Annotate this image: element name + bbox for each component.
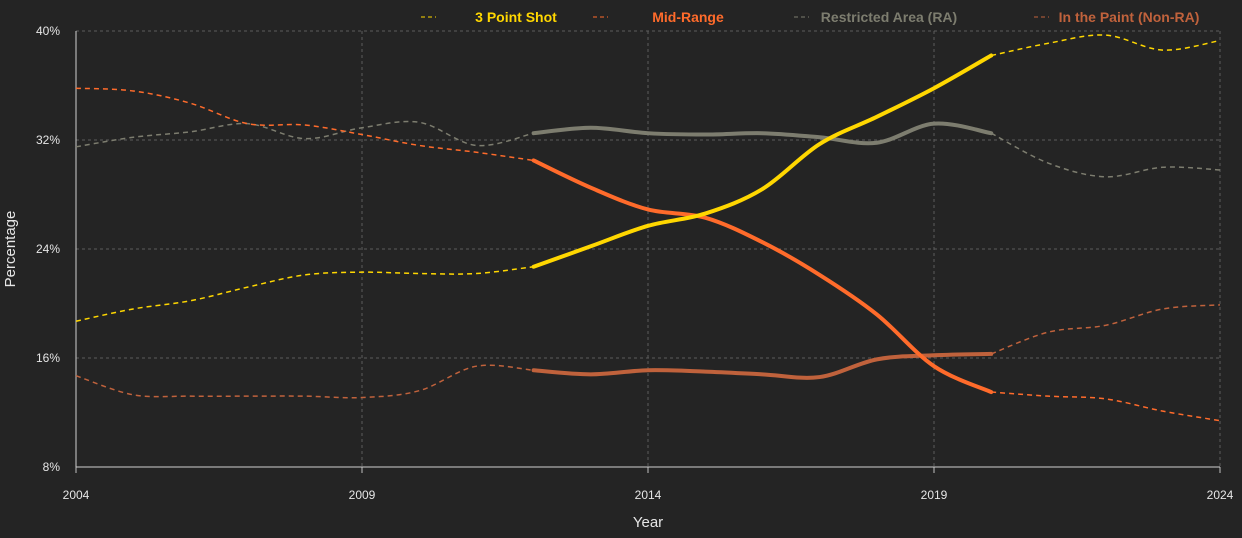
x-tick-label: 2019 — [921, 488, 948, 502]
series-line-solid — [531, 158, 994, 395]
series-line-solid — [531, 53, 994, 269]
grid — [76, 30, 1221, 467]
y-tick-label: 16% — [36, 351, 60, 365]
y-tick-label: 24% — [36, 242, 60, 256]
series-line-dashed-before — [75, 364, 534, 399]
legend-label: 3 Point Shot — [475, 9, 557, 25]
y-axis-title: Percentage — [2, 211, 19, 288]
series-mid-range — [75, 87, 1221, 422]
series-in-the-paint-non-ra — [75, 304, 1221, 399]
y-tick-label: 40% — [36, 24, 60, 38]
axes: 8% 16% 24% 32% 40% 2004 2009 2014 2019 2024 — [36, 24, 1234, 502]
x-axis-title: Year — [633, 514, 663, 531]
series-line-dashed-before — [75, 120, 534, 148]
series-line-dashed-after — [991, 391, 1221, 422]
series-line-dashed-before — [75, 265, 534, 322]
y-tick-label: 8% — [43, 460, 61, 474]
series-line-dashed-after — [990, 304, 1221, 355]
x-tick-label: 2014 — [635, 488, 662, 502]
series-lines — [75, 34, 1221, 422]
series-line-solid — [531, 121, 994, 146]
series-line-solid — [531, 351, 994, 380]
legend-label: Mid-Range — [652, 9, 724, 25]
y-tick-label: 32% — [36, 133, 60, 147]
series-line-dashed-before — [75, 87, 534, 162]
series-3-point-shot — [75, 34, 1221, 322]
series-restricted-area-ra — [75, 120, 1221, 178]
x-tick-label: 2004 — [63, 488, 90, 502]
legend-label: Restricted Area (RA) — [821, 9, 957, 25]
x-tick-label: 2024 — [1207, 488, 1234, 502]
series-line-dashed-after — [990, 132, 1221, 178]
x-tick-label: 2009 — [349, 488, 376, 502]
series-line-dashed-after — [991, 34, 1221, 57]
legend: 3 Point Shot Mid-Range Restricted Area (RA… — [421, 9, 1199, 25]
legend-label: In the Paint (Non-RA) — [1059, 9, 1200, 25]
